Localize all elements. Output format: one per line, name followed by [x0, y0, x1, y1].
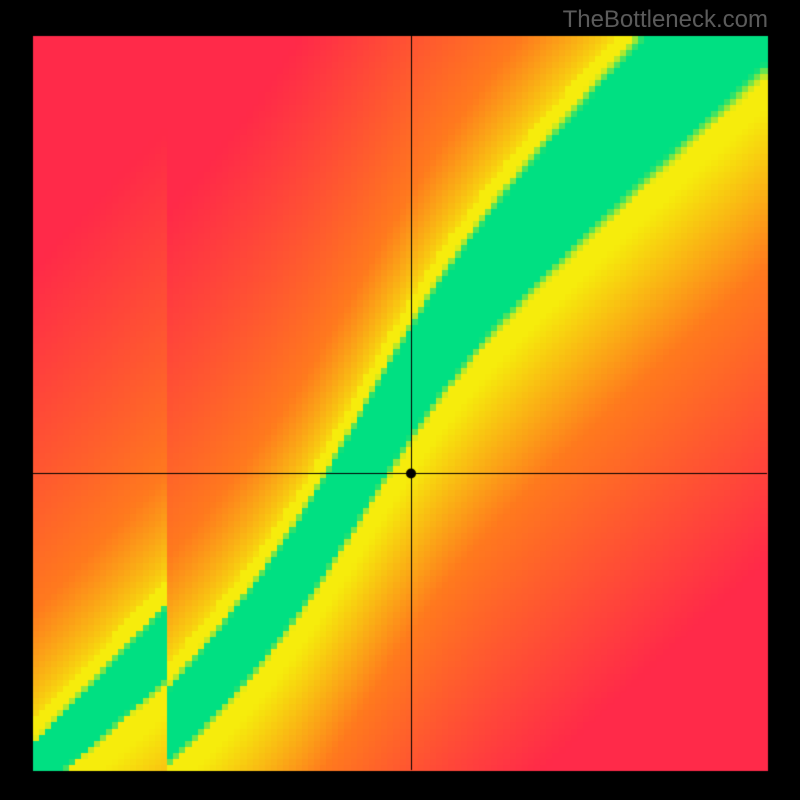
chart-container: TheBottleneck.com [0, 0, 800, 800]
bottleneck-heatmap [0, 0, 800, 800]
watermark-text: TheBottleneck.com [563, 6, 768, 34]
